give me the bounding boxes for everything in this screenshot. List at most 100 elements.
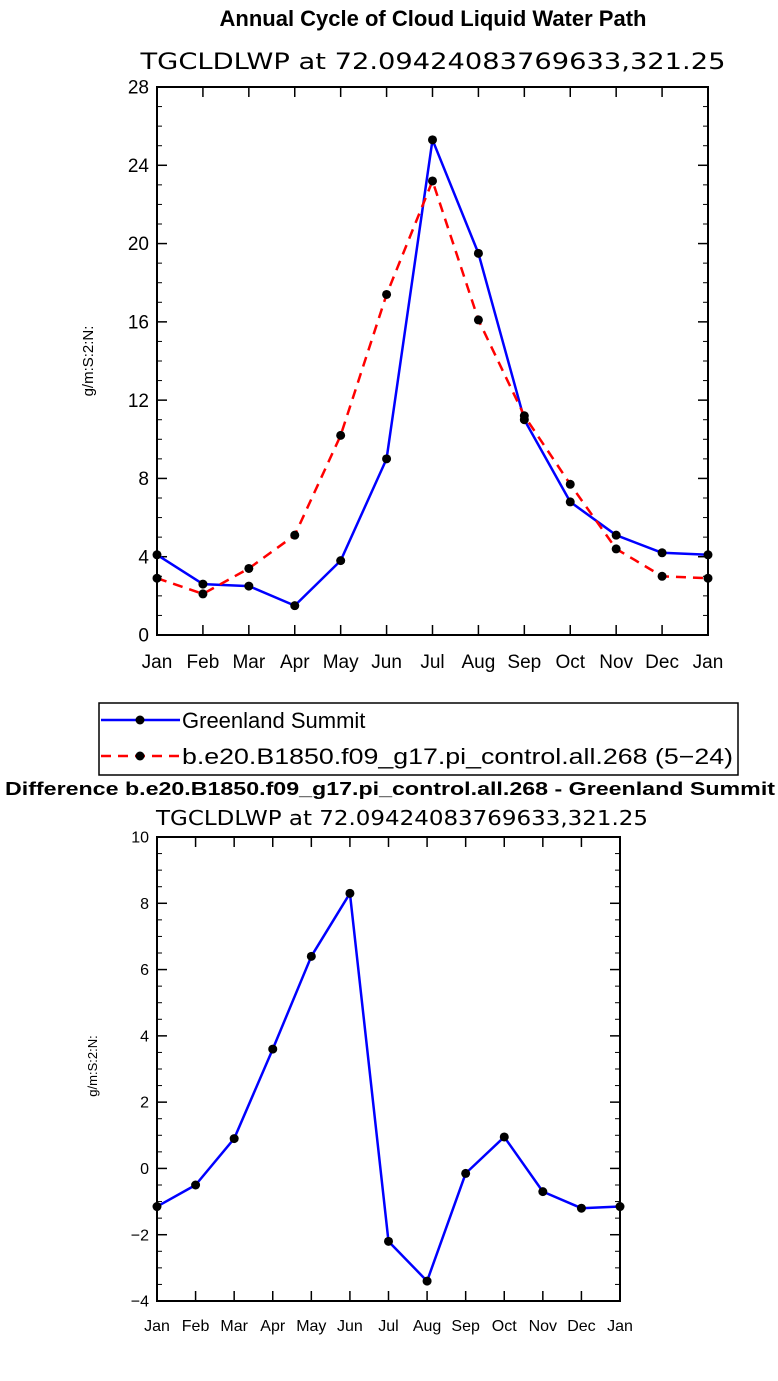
chart1-series-0-point — [428, 135, 437, 145]
chart1-series-1-point — [152, 573, 162, 583]
chart1-series-1-point — [657, 571, 667, 581]
chart1-ytick-label: 4 — [138, 547, 149, 568]
chart1-series-1-point — [473, 315, 483, 325]
chart1-ytick-label: 12 — [128, 391, 149, 412]
chart2-series-0-point — [422, 1276, 432, 1286]
chart2-xtick-label: Sep — [451, 1318, 480, 1335]
chart2-xtick-label: Mar — [220, 1318, 248, 1335]
chart2-xtick-label: May — [296, 1318, 326, 1335]
chart2-ytick-label: −4 — [131, 1294, 149, 1311]
chart2-subtitle: TGCLDLWP at 72.09424083769633,321.25 — [155, 806, 648, 830]
chart1-xtick-label: Jan — [693, 652, 724, 673]
chart2-series-0-point — [615, 1202, 625, 1212]
chart1-series-0-point — [152, 550, 162, 560]
chart2-series-0-point — [229, 1134, 239, 1144]
chart1-series-1-point — [611, 544, 621, 554]
chart1-xtick-label: Dec — [645, 652, 679, 673]
chart2-series-0-point — [306, 951, 316, 961]
chart1-series-0-point — [336, 556, 346, 566]
chart2-ylabel: g/m:S:2:N: — [85, 1035, 100, 1096]
legend-marker-greenland-summit — [135, 715, 145, 725]
chart1-series-0-point — [198, 579, 208, 589]
chart2-xtick-label: Jul — [378, 1318, 398, 1335]
chart2-ytick-label: 4 — [140, 1028, 149, 1045]
chart1-subtitle: TGCLDLWP at 72.09424083769633,321.25 — [139, 50, 725, 75]
chart2-ytick-label: −2 — [131, 1227, 149, 1244]
chart2-xtick-label: Nov — [529, 1318, 557, 1335]
chart1-ylabel: g/m:S:2:N: — [80, 326, 97, 397]
chart2-series-0-point — [345, 888, 355, 898]
chart2-ytick-label: 0 — [140, 1161, 149, 1178]
legend-label-greenland-summit: Greenland Summit — [182, 708, 365, 733]
chart1-title: Annual Cycle of Cloud Liquid Water Path — [220, 6, 647, 31]
chart2-series-0-point — [152, 1202, 162, 1212]
chart1-series-1-point — [336, 430, 346, 440]
chart1-series-0-point — [473, 248, 483, 258]
chart2-ytick-label: 6 — [140, 962, 149, 979]
legend-box — [98, 702, 739, 776]
chart1-series-1-point — [428, 176, 437, 186]
legend-label-pi-control: b.e20.B1850.f09_g17.pi_control.all.268 (… — [182, 744, 733, 769]
chart1-xtick-label: Sep — [507, 652, 541, 673]
chart2-ytick-label: 10 — [131, 830, 149, 847]
chart2-xtick-label: Jun — [337, 1318, 363, 1335]
chart1-xtick-label: Nov — [599, 652, 633, 673]
chart1-plot-frame — [156, 86, 709, 636]
chart1-series-0-point — [382, 454, 392, 464]
chart2-marks — [152, 888, 625, 1286]
chart2-series-0-point — [538, 1187, 548, 1197]
chart1-ticks: 0 4 8 12 16 20 24 28 Jan Feb Mar Apr May Jun Jul Aug Sep… — [128, 78, 723, 673]
chart1-series-0-point — [703, 550, 713, 560]
chart1-series-line-0 — [156, 138, 709, 607]
chart2-series-0-point — [191, 1180, 201, 1190]
chart2-series-0-point — [499, 1132, 509, 1142]
chart1-xtick-label: Aug — [462, 652, 496, 673]
chart1-series-0-point — [290, 601, 300, 611]
chart1-ytick-label: 8 — [138, 469, 149, 490]
chart2-series-0-point — [461, 1168, 471, 1178]
chart2-xtick-label: Jan — [607, 1318, 633, 1335]
chart2-xtick-label: Aug — [413, 1318, 441, 1335]
chart1-series-0-point — [565, 497, 575, 507]
chart1-xtick-label: Mar — [232, 652, 265, 673]
chart1-ytick-label: 28 — [128, 78, 149, 99]
chart1-series-0-point — [611, 530, 621, 540]
chart1-marks — [152, 135, 713, 611]
chart2-xtick-label: Jan — [144, 1318, 170, 1335]
chart2-ytick-label: 2 — [140, 1095, 149, 1112]
chart2-xtick-label: Feb — [182, 1318, 210, 1335]
chart1-series-1-point — [244, 563, 254, 573]
chart2-series-line-0 — [156, 892, 621, 1283]
chart2-series-0-point — [384, 1236, 393, 1246]
chart2-xtick-label: Apr — [260, 1318, 286, 1335]
chart1-ytick-label: 0 — [138, 626, 149, 647]
chart1-series-line-1 — [156, 179, 709, 596]
chart1-series-1-point — [198, 589, 208, 599]
chart1-xtick-label: Jun — [371, 652, 402, 673]
chart1-xtick-label: Apr — [280, 652, 310, 673]
chart1-xtick-label: Oct — [555, 652, 585, 673]
chart2-xtick-label: Dec — [567, 1318, 595, 1335]
legend-marker-pi-control — [135, 751, 145, 761]
chart1-series-0-point — [657, 548, 667, 558]
chart1-series-1-point — [382, 289, 392, 299]
chart2-ytick-label: 8 — [140, 896, 149, 913]
chart1-ytick-label: 24 — [128, 156, 150, 177]
chart1-series-1-point — [290, 530, 300, 540]
chart2-series-0-point — [268, 1044, 278, 1054]
chart2-series-0-point — [576, 1203, 586, 1213]
chart2-title: Difference b.e20.B1850.f09_g17.pi_contro… — [5, 779, 775, 799]
chart1-xtick-label: May — [323, 652, 359, 673]
chart1-series-1-point — [565, 479, 575, 489]
chart1-xtick-label: Jul — [420, 652, 444, 673]
chart1-xtick-label: Jan — [142, 652, 173, 673]
chart1-ytick-label: 16 — [128, 313, 149, 334]
chart2-ticks: −4 −2 0 2 4 6 8 10 Jan Feb Mar Apr May Jun Jul Aug Sep Oc… — [131, 830, 633, 1335]
chart1-ytick-label: 20 — [128, 234, 149, 255]
chart1-series-1-point — [703, 573, 713, 583]
chart1-series-0-point — [244, 581, 254, 591]
chart2-xtick-label: Oct — [492, 1318, 517, 1335]
chart1-xtick-label: Feb — [187, 652, 220, 673]
chart1-series-1-point — [519, 411, 529, 421]
